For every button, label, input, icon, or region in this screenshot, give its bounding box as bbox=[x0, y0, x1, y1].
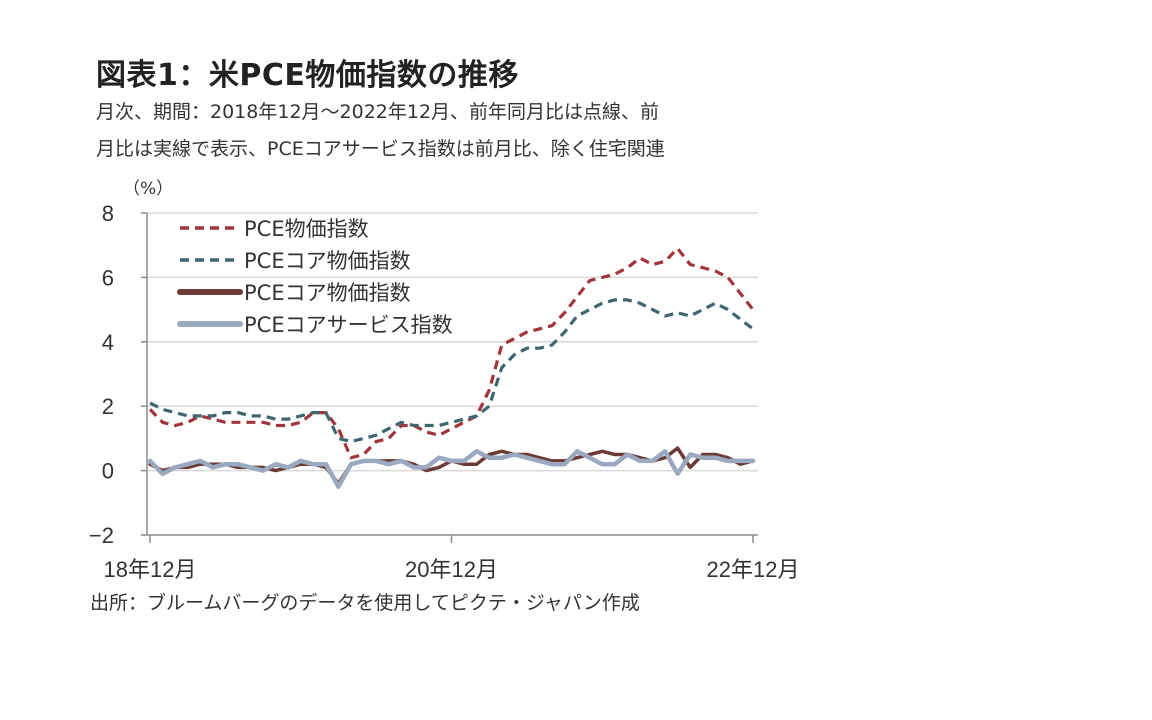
y-unit-label: （%） bbox=[123, 179, 173, 199]
legend-label-0: PCE物価指数 bbox=[244, 217, 369, 241]
x-tick-label: 18年12月 bbox=[104, 557, 197, 582]
y-tick-label: 2 bbox=[102, 394, 114, 419]
y-tick-label: 8 bbox=[102, 201, 114, 226]
series-line-1 bbox=[149, 298, 754, 444]
y-tick-label: −2 bbox=[89, 523, 114, 548]
y-tick-label: 0 bbox=[102, 459, 114, 484]
legend: PCE物価指数 PCEコア物価指数 PCEコア物価指数 PCEコアサービス指数 bbox=[177, 217, 453, 337]
series-line-0 bbox=[148, 246, 755, 460]
gridlines bbox=[147, 212, 758, 472]
chart-subtitle-line2: 月比は実線で表示、PCEコアサービス指数は前月比、除く住宅関連 bbox=[96, 138, 665, 160]
source-note: 出所：ブルームバーグのデータを使用してピクテ・ジャパン作成 bbox=[90, 592, 640, 614]
chart-subtitle-line1: 月次、期間：2018年12月～2022年12月、前年同月比は点線、前 bbox=[96, 101, 660, 123]
axes: −2 0 2 4 6 8 18年12月 20年12月 22年12月 bbox=[89, 201, 800, 582]
series-line-3 bbox=[147, 449, 756, 489]
x-tick-label: 20年12月 bbox=[405, 557, 498, 582]
y-tick-label: 4 bbox=[102, 330, 114, 355]
legend-label-3: PCEコアサービス指数 bbox=[244, 313, 453, 337]
x-tick-label: 22年12月 bbox=[707, 557, 800, 582]
legend-label-2: PCEコア物価指数 bbox=[244, 281, 411, 305]
series-lines bbox=[147, 246, 756, 489]
legend-label-1: PCEコア物価指数 bbox=[244, 249, 411, 273]
y-tick-label: 6 bbox=[102, 265, 114, 290]
chart-title: 図表1：米PCE物価指数の推移 bbox=[96, 58, 519, 93]
